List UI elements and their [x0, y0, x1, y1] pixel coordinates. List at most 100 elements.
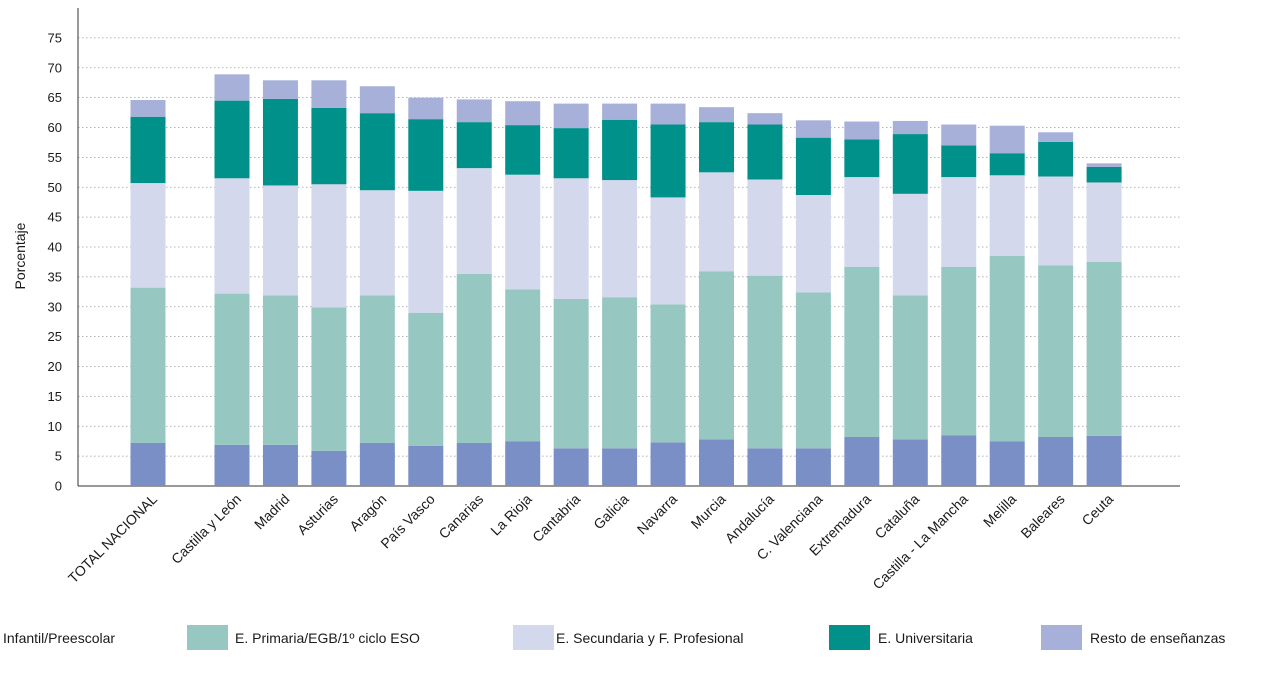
legend-label: Infantil/Preescolar	[3, 630, 115, 646]
bar-segment	[262, 295, 298, 445]
bar-segment	[262, 444, 298, 486]
bar-segment	[359, 190, 395, 296]
bar-segment	[553, 448, 589, 486]
legend-swatch	[513, 625, 554, 650]
legend: Infantil/Preescolar E. Primaria/EGB/1º ci…	[3, 625, 1225, 650]
bar-segment	[602, 103, 638, 120]
bar-segment	[1086, 166, 1122, 183]
x-tick-label: Galicia	[590, 491, 632, 533]
y-tick-label: 60	[48, 120, 62, 135]
x-tick-label: Baleares	[1017, 491, 1067, 541]
bar-segment	[311, 184, 347, 308]
bar-segment	[795, 448, 831, 486]
bar-segment	[456, 273, 492, 443]
legend-swatch	[187, 625, 228, 650]
y-tick-label: 0	[55, 479, 62, 494]
bar-segment	[1038, 141, 1074, 177]
bar-segment	[795, 120, 831, 138]
y-tick-label: 35	[48, 269, 62, 284]
bar-segment	[130, 116, 166, 184]
bar-segment	[602, 297, 638, 449]
bar-segment	[989, 175, 1025, 256]
bar-segment	[214, 444, 250, 486]
bar-segment	[941, 435, 977, 486]
x-tick-label: Castilla - La Mancha	[869, 491, 971, 593]
bar-segment	[844, 266, 880, 438]
bar-segment	[505, 125, 541, 175]
bar-segment	[505, 174, 541, 290]
bar-segment	[214, 293, 250, 445]
bar-segment	[699, 122, 734, 173]
bar-segment	[650, 442, 686, 486]
bar-segment	[1038, 437, 1074, 486]
bar-segment	[989, 441, 1025, 486]
x-tick-label: Navarra	[634, 491, 681, 538]
bar-segment	[1086, 163, 1122, 167]
bar-segment	[747, 275, 783, 449]
bar-segment	[408, 97, 444, 120]
bar-segment	[747, 448, 783, 486]
bar-segment	[456, 442, 492, 486]
x-axis-labels: TOTAL NACIONAL Castilla y León Madrid Astur…	[65, 491, 1117, 593]
bar-segment	[844, 139, 880, 178]
bar-segment	[989, 153, 1025, 176]
bar-segment	[214, 74, 250, 101]
x-tick-label: Murcia	[688, 491, 729, 532]
bar-segment	[602, 180, 638, 298]
bar-segment	[892, 134, 928, 194]
bar-segment	[262, 80, 298, 99]
y-axis-title: Porcentaje	[12, 222, 28, 289]
bars	[130, 74, 1122, 486]
x-tick-label: La Rioja	[487, 491, 535, 539]
x-tick-label: Ceuta	[1078, 491, 1116, 529]
legend-label: E. Primaria/EGB/1º ciclo ESO	[235, 630, 420, 646]
y-tick-label: 10	[48, 419, 62, 434]
bar-segment	[311, 307, 347, 451]
bar-segment	[892, 120, 928, 135]
bar-segment	[1086, 435, 1122, 486]
bar-segment	[1086, 182, 1122, 262]
bar-segment	[650, 197, 686, 305]
bar-segment	[311, 450, 347, 486]
bar-segment	[1038, 176, 1074, 266]
bar-segment	[699, 271, 734, 440]
y-tick-label: 75	[48, 30, 62, 45]
bar-segment	[456, 122, 492, 169]
y-tick-label: 5	[55, 449, 62, 464]
bar-segment	[262, 185, 298, 296]
bar-segment	[795, 195, 831, 293]
bar-segment	[505, 289, 541, 442]
legend-label: Resto de enseñanzas	[1090, 630, 1225, 646]
bar-segment	[844, 177, 880, 267]
bar-segment	[262, 98, 298, 186]
bar-segment	[844, 437, 880, 486]
bar-segment	[602, 119, 638, 181]
y-tick-label: 30	[48, 299, 62, 314]
bar-segment	[747, 124, 783, 180]
bar-segment	[1086, 261, 1122, 436]
x-tick-label: Madrid	[251, 491, 293, 533]
x-tick-label: Castilla y León	[168, 491, 244, 567]
y-tick-label: 40	[48, 240, 62, 255]
legend-swatch	[1041, 625, 1082, 650]
y-tick-label: 20	[48, 359, 62, 374]
bar-segment	[941, 266, 977, 436]
bar-segment	[941, 145, 977, 178]
bar-segment	[130, 442, 166, 486]
bar-segment	[130, 287, 166, 443]
bar-segment	[456, 168, 492, 274]
y-axis: 0 5 10 15 20 25 30 35 40 45 50 55 60 65 70 75	[48, 8, 1180, 494]
bar-segment	[1038, 265, 1074, 438]
bar-segment	[505, 101, 541, 126]
bar-segment	[311, 80, 347, 108]
bar-segment	[359, 86, 395, 114]
x-tick-label: Cantabria	[529, 491, 583, 545]
bar-segment	[408, 445, 444, 486]
bar-segment	[130, 183, 166, 288]
y-tick-label: 50	[48, 180, 62, 195]
bar-segment	[892, 295, 928, 440]
bar-segment	[505, 441, 541, 486]
bar-segment	[747, 113, 783, 125]
bar-segment	[553, 128, 589, 179]
